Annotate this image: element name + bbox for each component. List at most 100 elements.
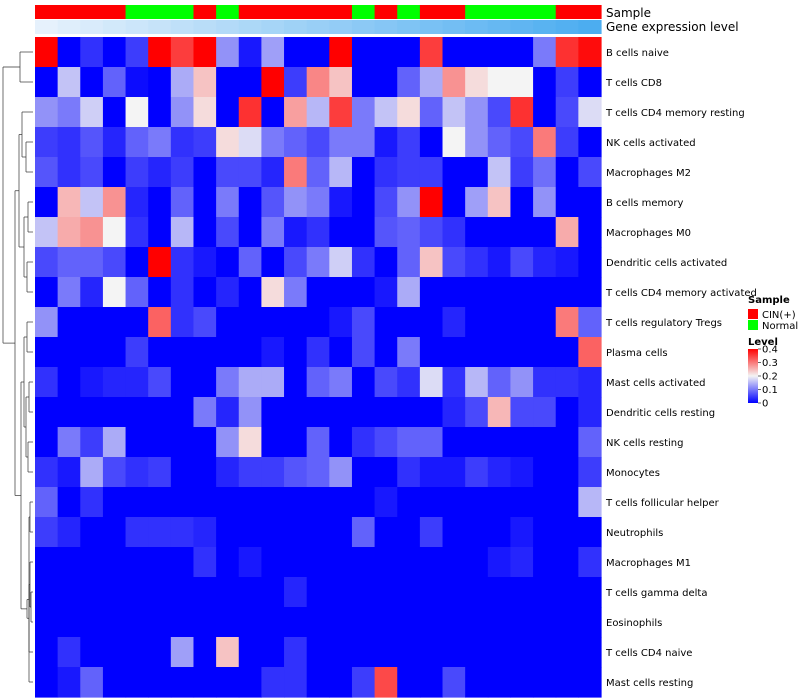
heatmap-cell — [578, 547, 602, 578]
heatmap-cell — [125, 547, 149, 578]
sample-annotation-cell — [284, 5, 308, 19]
heatmap-cell — [555, 607, 579, 638]
heatmap-cell — [261, 217, 285, 248]
heatmap-cell — [306, 397, 330, 428]
heatmap-cell — [306, 457, 330, 488]
heatmap-cell — [193, 667, 217, 698]
heatmap-cell — [397, 247, 421, 278]
heatmap-cell — [533, 277, 557, 308]
heatmap-cell — [306, 607, 330, 638]
heatmap-cell — [533, 397, 557, 428]
heatmap-cell — [419, 37, 444, 68]
heatmap-cell — [374, 517, 398, 548]
gene-annotation-cell — [170, 20, 195, 34]
heatmap-cell — [487, 97, 512, 128]
heatmap-cell — [193, 277, 217, 308]
heatmap-cell — [193, 457, 217, 488]
heatmap-cell — [533, 247, 557, 278]
heatmap-cell — [170, 637, 195, 668]
heatmap-cell — [170, 607, 195, 638]
heatmap-cell — [465, 367, 489, 398]
heatmap-cell — [419, 127, 444, 158]
heatmap-cell — [465, 607, 489, 638]
heatmap-cell — [80, 337, 104, 368]
heatmap-cell — [374, 217, 398, 248]
heatmap-cell — [306, 67, 330, 98]
gene-annotation-cell — [306, 20, 330, 34]
heatmap-cell — [578, 607, 602, 638]
heatmap-cell — [578, 667, 602, 698]
heatmap-cell — [284, 547, 308, 578]
heatmap-cell — [57, 67, 81, 98]
heatmap-cell — [351, 397, 376, 428]
heatmap-cell — [419, 397, 444, 428]
heatmap-cell — [487, 247, 512, 278]
heatmap-cell — [57, 427, 81, 458]
heatmap-cell — [102, 37, 127, 68]
heatmap-cell — [578, 307, 602, 338]
heatmap-cell — [465, 547, 489, 578]
heatmap-cell — [374, 187, 398, 218]
heatmap-cell — [419, 577, 444, 608]
gene-annotation-cell — [465, 20, 489, 34]
sample-annotation-cell — [374, 5, 398, 19]
heatmap-cell — [284, 187, 308, 218]
heatmap-cell — [465, 97, 489, 128]
heatmap-cell — [465, 157, 489, 188]
heatmap-cell — [487, 67, 512, 98]
heatmap-cell — [329, 337, 353, 368]
row-label: Macrophages M1 — [606, 558, 691, 569]
heatmap-cell — [170, 217, 195, 248]
legend-level-tick-label: 0.2 — [762, 372, 778, 383]
heatmap-cell — [442, 487, 466, 518]
heatmap-cell — [533, 607, 557, 638]
heatmap-cell — [306, 637, 330, 668]
heatmap-cell — [374, 667, 398, 698]
heatmap-cell — [148, 97, 172, 128]
heatmap-cell — [170, 277, 195, 308]
heatmap-cell — [555, 637, 579, 668]
heatmap-cell — [284, 457, 308, 488]
heatmap-cell — [397, 637, 421, 668]
heatmap-cell — [442, 577, 466, 608]
row-label: Macrophages M2 — [606, 168, 691, 179]
heatmap-cell — [125, 367, 149, 398]
heatmap-cell — [238, 187, 262, 218]
heatmap-cell — [193, 607, 217, 638]
legend-level-tick-label: 0.3 — [762, 358, 778, 369]
heatmap-cell — [216, 457, 240, 488]
heatmap-cell — [442, 187, 466, 218]
heatmap-cell — [465, 187, 489, 218]
heatmap-cell — [487, 637, 512, 668]
heatmap-cell — [510, 397, 534, 428]
row-label: B cells naive — [606, 48, 669, 59]
heatmap-cell — [374, 67, 398, 98]
heatmap-cell — [148, 637, 172, 668]
sample-annotation-cell — [80, 5, 104, 19]
heatmap-cell — [57, 127, 81, 158]
legend-swatch-normal — [748, 320, 758, 330]
heatmap-cell — [284, 607, 308, 638]
heatmap-cell — [261, 427, 285, 458]
gene-annotation-cell — [261, 20, 285, 34]
heatmap-cell — [57, 187, 81, 218]
heatmap-cell — [419, 157, 444, 188]
heatmap-cell — [442, 157, 466, 188]
heatmap-cell — [57, 217, 81, 248]
heatmap-cell — [397, 397, 421, 428]
heatmap-cell — [397, 427, 421, 458]
heatmap-cell — [80, 217, 104, 248]
heatmap-cell — [533, 427, 557, 458]
heatmap-cell — [306, 307, 330, 338]
heatmap-cell — [578, 277, 602, 308]
heatmap-cell — [397, 367, 421, 398]
heatmap-cell — [419, 487, 444, 518]
sample-annotation-cell — [578, 5, 602, 19]
heatmap-cell — [102, 67, 127, 98]
heatmap-cell — [261, 457, 285, 488]
heatmap-cell — [555, 367, 579, 398]
heatmap-cell — [216, 667, 240, 698]
heatmap-cell — [442, 277, 466, 308]
heatmap-cell — [80, 307, 104, 338]
heatmap-cell — [351, 97, 376, 128]
